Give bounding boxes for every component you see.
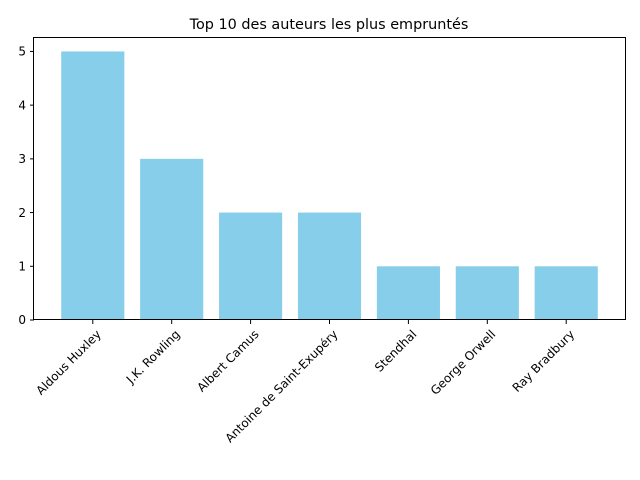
bar-7: [534, 266, 598, 320]
bar-4: [297, 212, 362, 320]
y-tick-label: 2: [18, 206, 26, 220]
y-tick-label: 5: [18, 45, 26, 59]
x-tick-label: Aldous Huxley: [33, 327, 104, 398]
bar-3: [219, 212, 283, 320]
bar-6: [455, 266, 519, 320]
chart-title: Top 10 des auteurs les plus empruntés: [189, 17, 469, 33]
bar-2: [140, 158, 204, 320]
y-tick-label: 1: [18, 259, 26, 273]
y-axis: 0 1 2 3 4 5: [18, 45, 34, 327]
bar-5: [376, 266, 440, 320]
y-tick-label: 3: [18, 152, 26, 166]
x-tick-label: Ray Bradbury: [510, 327, 578, 395]
y-tick-label: 4: [18, 98, 26, 112]
x-tick-label: Stendhal: [372, 327, 420, 375]
bar-1: [61, 51, 125, 321]
x-tick-label: George Orwell: [428, 327, 499, 398]
plot-frame: [33, 37, 626, 320]
x-axis: Aldous Huxley J.K. Rowling Albert CamusAnt…: [33, 320, 577, 445]
y-tick-label: 0: [18, 313, 26, 327]
x-tick-label: J.K. Rowling: [123, 327, 183, 387]
bars-group: [61, 51, 598, 321]
x-tick-label: Albert Camus: [194, 327, 261, 394]
